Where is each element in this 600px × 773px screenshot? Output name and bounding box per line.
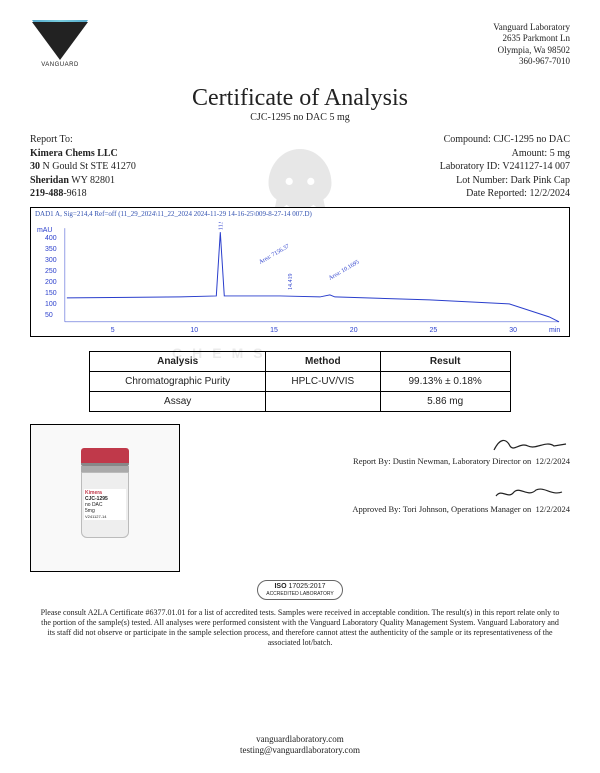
footer-url: vanguardlaboratory.com	[0, 734, 600, 746]
header-row: VANGUARD Vanguard Laboratory 2635 Parkmo…	[30, 22, 570, 77]
vial-code: V241127-14	[85, 514, 125, 519]
lab-phone: 360-967-7010	[493, 56, 570, 67]
lab-name: Vanguard Laboratory	[493, 22, 570, 33]
cell	[265, 391, 380, 411]
footer-email: testing@vanguardlaboratory.com	[0, 745, 600, 757]
vial-photo: Kimera CJC-1295 no DAC 5mg V241127-14	[30, 424, 180, 572]
labid-label: Laboratory ID:	[440, 161, 500, 172]
lab-addr2: Olympia, Wa 98502	[493, 45, 570, 56]
th-result: Result	[380, 351, 510, 371]
labid-val: V241127-14 007	[502, 161, 570, 172]
svg-text:100: 100	[45, 300, 57, 307]
client-addr1a: 30	[30, 161, 40, 172]
iso-std: 17025:2017	[289, 583, 326, 590]
client-phone-b: -9618	[63, 188, 86, 199]
lab-addr1: 2635 Parkmont Ln	[493, 33, 570, 44]
svg-text:14.419: 14.419	[288, 273, 294, 289]
table-row: Chromatographic Purity HPLC-UV/VIS 99.13…	[90, 371, 510, 391]
svg-text:150: 150	[45, 289, 57, 296]
doc-title: Certificate of Analysis	[30, 85, 570, 112]
chart-svg: mAU 40035030025020015010050 51015202530 …	[31, 222, 569, 336]
bottom-row: Kimera CJC-1295 no DAC 5mg V241127-14 Re…	[30, 424, 570, 572]
chart-header: DAD1 A, Sig=214,4 Ref=off (11_29_2024\11…	[31, 208, 569, 220]
compound-label: Compound:	[444, 134, 491, 145]
cell: HPLC-UV/VIS	[265, 371, 380, 391]
certificate-page: VANGUARD Vanguard Laboratory 2635 Parkmo…	[0, 0, 600, 773]
date-label: Date Reported:	[466, 188, 527, 199]
svg-text:20: 20	[350, 326, 358, 333]
svg-text:30: 30	[509, 326, 517, 333]
sample-block: Compound: CJC-1295 no DAC Amount: 5 mg L…	[440, 133, 570, 201]
results-table: Analysis Method Result Chromatographic P…	[89, 351, 510, 412]
cell: Assay	[90, 391, 266, 411]
footer: vanguardlaboratory.com testing@vanguardl…	[0, 734, 600, 757]
signature-1	[490, 436, 570, 454]
amount-val: 5 mg	[550, 148, 570, 159]
svg-text:11.988: 11.988	[218, 222, 224, 230]
svg-text:250: 250	[45, 268, 57, 275]
sig2-date: 12/2/2024	[536, 504, 570, 514]
client-company: Kimera Chems LLC	[30, 147, 136, 161]
report-to-label: Report To:	[30, 133, 136, 147]
vial-cap	[81, 448, 129, 466]
sig1-date: 12/2/2024	[536, 456, 570, 466]
vanguard-logo: VANGUARD	[30, 22, 90, 77]
svg-text:25: 25	[430, 326, 438, 333]
svg-text:50: 50	[45, 311, 53, 318]
client-addr2b: WY 82801	[71, 175, 115, 186]
svg-text:10: 10	[190, 326, 198, 333]
trace-line	[67, 232, 559, 322]
sig2-label: Approved By: Tori Johnson, Operations Ma…	[352, 504, 531, 514]
iso-txt: ACCREDITED LABORATORY	[266, 591, 334, 597]
report-to-block: Report To: Kimera Chems LLC 30 N Gould S…	[30, 133, 136, 201]
sig1-label: Report By: Dustin Newman, Laboratory Dir…	[353, 456, 531, 466]
cell: Chromatographic Purity	[90, 371, 266, 391]
iso-label: ISO	[274, 583, 286, 590]
svg-text:300: 300	[45, 257, 57, 264]
vial-body: Kimera CJC-1295 no DAC 5mg V241127-14	[81, 472, 129, 538]
amount-label: Amount:	[512, 148, 548, 159]
chromatogram-chart: DAD1 A, Sig=214,4 Ref=off (11_29_2024\11…	[30, 207, 570, 337]
lot-label: Lot Number:	[456, 175, 508, 186]
svg-text:Area: 7156.37: Area: 7156.37	[258, 243, 291, 265]
table-row: Assay 5.86 mg	[90, 391, 510, 411]
cell: 99.13% ± 0.18%	[380, 371, 510, 391]
svg-text:15: 15	[270, 326, 278, 333]
disclaimer-text: Please consult A2LA Certificate #6377.01…	[40, 608, 560, 648]
accreditation: ISO 17025:2017 ACCREDITED LABORATORY	[30, 580, 570, 600]
doc-subtitle: CJC-1295 no DAC 5 mg	[30, 112, 570, 123]
svg-text:min: min	[549, 326, 560, 333]
info-columns: Report To: Kimera Chems LLC 30 N Gould S…	[30, 133, 570, 201]
signature-2	[490, 484, 570, 502]
svg-text:5: 5	[111, 326, 115, 333]
date-val: 12/2/2024	[529, 188, 570, 199]
compound-val: CJC-1295 no DAC	[493, 134, 570, 145]
lot-val: Dark Pink Cap	[511, 175, 570, 186]
svg-text:400: 400	[45, 235, 57, 242]
cell: 5.86 mg	[380, 391, 510, 411]
logo-text: VANGUARD	[30, 62, 90, 68]
th-method: Method	[265, 351, 380, 371]
svg-text:Area: 10.1695: Area: 10.1695	[328, 259, 361, 281]
svg-text:350: 350	[45, 246, 57, 253]
svg-text:200: 200	[45, 278, 57, 285]
y-unit: mAU	[37, 227, 53, 234]
th-analysis: Analysis	[90, 351, 266, 371]
client-addr1: N Gould St STE 41270	[43, 161, 136, 172]
lab-address: Vanguard Laboratory 2635 Parkmont Ln Oly…	[493, 22, 570, 67]
client-addr2a: Sheridan	[30, 175, 69, 186]
signature-block: Report By: Dustin Newman, Laboratory Dir…	[200, 424, 570, 532]
client-phone-a: 219-488	[30, 188, 63, 199]
